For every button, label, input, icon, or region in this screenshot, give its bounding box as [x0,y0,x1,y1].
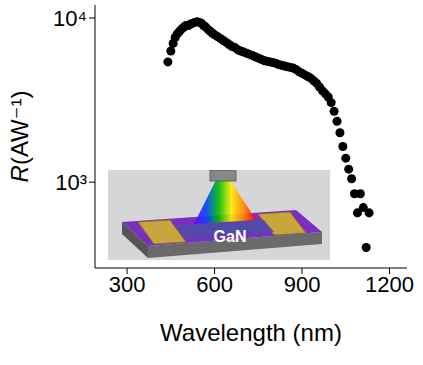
svg-text:1200: 1200 [365,272,414,297]
svg-text:900: 900 [284,272,321,297]
svg-text:600: 600 [196,272,233,297]
svg-text:10⁴: 10⁴ [53,6,87,31]
svg-text:Wavelength (nm): Wavelength (nm) [160,319,342,346]
svg-text:GaN: GaN [214,228,247,245]
svg-text:10³: 10³ [55,170,87,195]
svg-text:300: 300 [109,272,146,297]
svg-text:R(AW⁻¹): R(AW⁻¹) [6,91,33,183]
